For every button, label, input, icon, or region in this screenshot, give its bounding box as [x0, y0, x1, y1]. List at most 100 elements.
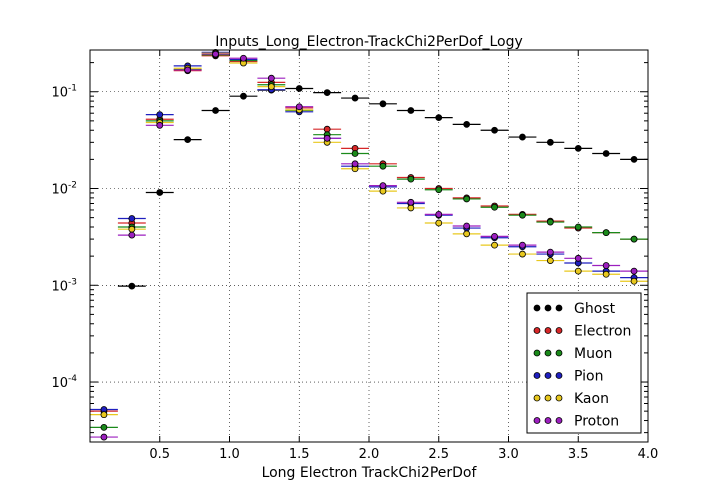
legend-label: Ghost [574, 301, 616, 317]
data-point [184, 66, 192, 74]
data-point [100, 423, 108, 431]
legend-item-electron: Electron [533, 324, 631, 340]
x-tick-label: 1.0 [219, 447, 240, 462]
legend-marker [555, 372, 563, 379]
data-point [574, 223, 582, 231]
data-point [407, 198, 415, 206]
data-point [574, 254, 582, 262]
data-point [100, 433, 108, 441]
data-point [491, 241, 498, 249]
legend-marker [555, 304, 563, 312]
data-point [128, 225, 136, 233]
data-point [240, 92, 247, 100]
legend-marker [555, 327, 563, 334]
legend-label: Proton [574, 414, 619, 430]
legend-item-kaon: Kaon [533, 391, 609, 407]
data-point [295, 85, 303, 92]
legend-marker [544, 394, 552, 402]
data-point [212, 50, 219, 58]
data-series [90, 49, 648, 441]
plot-area-frame [89, 49, 649, 443]
data-point [519, 250, 526, 258]
legend-marker [533, 417, 541, 424]
data-point [379, 100, 387, 108]
legend-item-muon: Muon [533, 346, 612, 362]
y-tick-label: 10 [51, 279, 68, 294]
data-point [184, 136, 192, 144]
x-tick-label: 3.5 [568, 447, 589, 462]
data-point [546, 257, 554, 264]
data-point [379, 182, 387, 190]
data-point [630, 155, 638, 163]
data-point [491, 203, 498, 211]
data-point [407, 107, 415, 114]
y-tick-label: 10 [51, 376, 68, 391]
legend-marker [533, 372, 541, 379]
legend-marker [533, 349, 541, 357]
data-point [546, 218, 554, 226]
data-point [602, 229, 610, 237]
data-point [602, 150, 610, 157]
y-tick-exponent: -3 [68, 277, 77, 287]
data-point [323, 134, 331, 142]
data-point [407, 175, 415, 183]
data-point [407, 204, 415, 212]
data-point [128, 215, 136, 222]
data-point [212, 107, 219, 114]
data-point [240, 54, 247, 62]
data-point [435, 210, 443, 218]
legend-label: Electron [574, 324, 631, 340]
data-point [435, 219, 443, 227]
data-point [323, 89, 331, 96]
y-tick-label: 10 [51, 183, 68, 198]
legend-marker [544, 327, 552, 334]
y-tick-exponent: -2 [68, 181, 77, 191]
legend-marker [544, 372, 552, 379]
data-point [128, 231, 136, 239]
x-tick-label: 4.0 [638, 447, 659, 462]
legend-marker [533, 327, 541, 334]
x-tick-label: 2.5 [428, 447, 449, 462]
data-point [546, 248, 554, 256]
axis-ticks: 0.5 1.0 1.5 2.0 2.5 3.0 3.5 4.010-410-310-210-1 [51, 50, 658, 462]
legend-marker [555, 349, 563, 357]
legend-label: Kaon [574, 391, 609, 407]
data-point [156, 111, 164, 119]
legend-label: Muon [574, 346, 612, 362]
data-point [519, 133, 526, 141]
legend-marker [533, 304, 541, 312]
data-point [463, 230, 471, 238]
data-point [435, 114, 443, 122]
data-point [351, 94, 359, 102]
data-point [630, 277, 638, 285]
data-point [574, 267, 582, 275]
data-point [463, 195, 471, 203]
x-tick-label: 2.0 [359, 447, 380, 462]
legend-marker [544, 417, 552, 424]
data-point [267, 74, 275, 82]
y-tick-label: 10 [51, 86, 68, 101]
data-point [519, 241, 526, 249]
series-proton [90, 50, 648, 441]
legend-marker [544, 304, 552, 312]
x-axis-label: Long Electron TrackChi2PerDof [262, 465, 478, 481]
data-point [463, 120, 471, 128]
data-point [295, 103, 303, 111]
x-tick-label: 0.5 [149, 447, 170, 462]
data-point [100, 411, 108, 419]
data-point [574, 144, 582, 152]
y-tick-exponent: -4 [68, 374, 77, 384]
y-tick-exponent: -1 [68, 84, 77, 94]
data-point [156, 121, 164, 129]
data-point [602, 262, 610, 269]
data-point [267, 83, 275, 91]
data-point [156, 189, 164, 196]
data-point [630, 235, 638, 243]
data-point [351, 150, 359, 157]
data-point [519, 211, 526, 219]
legend-label: Pion [574, 369, 603, 385]
data-point [463, 222, 471, 230]
legend-marker [555, 394, 563, 402]
legend-marker [555, 417, 563, 424]
legend-marker [533, 394, 541, 402]
